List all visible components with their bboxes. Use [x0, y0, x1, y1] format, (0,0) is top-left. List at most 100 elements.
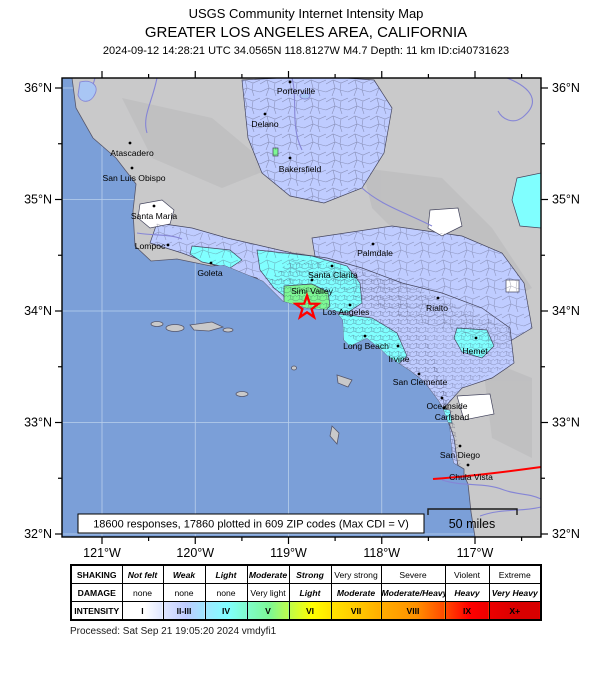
legend-damage-cell: none — [204, 583, 248, 602]
svg-text:36°N: 36°N — [24, 81, 52, 95]
svg-text:34°N: 34°N — [552, 304, 580, 318]
legend-intensity-cell: IX — [444, 601, 490, 621]
svg-text:Long Beach: Long Beach — [343, 341, 389, 351]
intensity-map: Porterville Delano Atascadero San Luis O… — [24, 71, 580, 560]
legend-damage-cell: Very light — [246, 583, 290, 602]
page-title: USGS Community Internet Intensity Map — [188, 6, 424, 21]
legend-shaking-cell: Not felt — [121, 564, 164, 584]
zip-region-inland-i — [456, 393, 495, 421]
city-marker-simi-valley: Simi Valley — [291, 278, 334, 296]
legend-damage-cell: none — [162, 583, 206, 602]
lakes — [77, 80, 311, 102]
city-marker-san-diego: San Diego — [440, 444, 480, 460]
legend-damage-cell: Moderate — [330, 583, 382, 602]
legend-damage-cell: Light — [288, 583, 332, 602]
latitude-labels-left: 36°N 35°N 34°N 33°N 32°N — [24, 81, 52, 541]
svg-text:36°N: 36°N — [552, 81, 580, 95]
region-title: GREATER LOS ANGELES AREA, CALIFORNIA — [144, 24, 468, 41]
svg-text:Lompoc: Lompoc — [135, 241, 166, 251]
svg-text:Porterville: Porterville — [277, 86, 315, 96]
svg-text:32°N: 32°N — [24, 527, 52, 541]
svg-text:118°W: 118°W — [363, 546, 400, 560]
legend-header-shaking: SHAKING — [70, 564, 123, 584]
legend-intensity-cell: VIII — [380, 601, 446, 621]
axis-ticks — [55, 71, 548, 544]
svg-text:18600 responses, 17860 plotted: 18600 responses, 17860 plotted in 609 ZI… — [93, 519, 409, 531]
river-lines — [81, 77, 542, 517]
legend-row-intensity: INTENSITY I II-III IV V VI VII VIII IX X… — [70, 601, 542, 621]
legend-shaking-cell: Violent — [444, 564, 490, 584]
legend-intensity-cell: IV — [204, 601, 248, 621]
legend-intensity-cell: II-III — [162, 601, 206, 621]
legend-intensity-cell: V — [246, 601, 290, 621]
epicenter-star — [292, 291, 322, 321]
svg-text:35°N: 35°N — [552, 193, 580, 207]
zip-region-tejon-i — [427, 207, 463, 237]
city-marker-hemet: Hemet — [462, 336, 488, 356]
legend-damage-cell: Heavy — [444, 583, 490, 602]
city-markers: Porterville Delano Atascadero San Luis O… — [102, 80, 493, 482]
svg-text:Irvine: Irvine — [388, 354, 409, 364]
mexico-border-line — [432, 466, 542, 480]
svg-text:32°N: 32°N — [552, 527, 580, 541]
svg-text:Santa Maria: Santa Maria — [131, 211, 178, 221]
svg-text:Rialto: Rialto — [426, 303, 448, 313]
svg-text:Atascadero: Atascadero — [110, 148, 154, 158]
city-marker-santa-clarita: Santa Clarita — [308, 264, 358, 280]
legend-shaking-cell: Severe — [380, 564, 446, 584]
svg-text:Los Angeles: Los Angeles — [323, 307, 370, 317]
svg-text:Santa Clarita: Santa Clarita — [308, 270, 358, 280]
svg-text:33°N: 33°N — [24, 416, 52, 430]
legend-damage-cell: Moderate/Heavy — [380, 583, 446, 602]
latitude-labels-right: 36°N 35°N 34°N 33°N 32°N — [552, 81, 580, 541]
scale-bar: 50 miles — [427, 508, 518, 531]
svg-text:117°W: 117°W — [457, 546, 494, 560]
svg-text:Chula Vista: Chula Vista — [449, 472, 493, 482]
legend-shaking-cell: Extreme — [488, 564, 542, 584]
svg-text:Simi Valley: Simi Valley — [291, 286, 334, 296]
city-marker-lompoc: Lompoc — [135, 241, 170, 251]
legend-shaking-cell: Weak — [162, 564, 206, 584]
legend-shaking-cell: Moderate — [246, 564, 290, 584]
legend-shaking-cell: Very strong — [330, 564, 382, 584]
svg-text:120°W: 120°W — [176, 546, 214, 560]
city-marker-porterville: Porterville — [277, 80, 315, 96]
legend-intensity-cell: X+ — [488, 601, 542, 621]
city-marker-oceanside: Oceanside — [426, 396, 468, 411]
svg-text:50 miles: 50 miles — [449, 517, 496, 531]
legend-intensity-cell: I — [121, 601, 164, 621]
legend-damage-cell: Very Heavy — [488, 583, 542, 602]
legend-shaking-cell: Light — [204, 564, 248, 584]
longitude-labels-bottom: 121°W 120°W 119°W 118°W 117°W — [83, 546, 493, 560]
legend-row-shaking: SHAKING Not felt Weak Light Moderate Str… — [70, 564, 542, 584]
status-box: 18600 responses, 17860 plotted in 609 ZI… — [77, 513, 425, 534]
svg-text:San Luis Obispo: San Luis Obispo — [102, 173, 165, 183]
legend-shaking-cell: Strong — [288, 564, 332, 584]
svg-text:Carlsbad: Carlsbad — [435, 412, 470, 422]
city-marker-rialto: Rialto — [426, 296, 448, 313]
intensity-legend-table: SHAKING Not felt Weak Light Moderate Str… — [70, 564, 542, 621]
svg-text:Goleta: Goleta — [197, 268, 223, 278]
svg-text:Bakersfield: Bakersfield — [279, 164, 322, 174]
svg-text:Hemet: Hemet — [462, 346, 488, 356]
processed-timestamp: Processed: Sat Sep 21 19:05:20 2024 vmdy… — [70, 626, 277, 637]
svg-text:Palmdale: Palmdale — [357, 248, 393, 258]
city-marker-palmdale: Palmdale — [357, 242, 393, 258]
city-marker-atascadero: Atascadero — [110, 141, 154, 158]
legend-row-damage: DAMAGE none none none Very light Light M… — [70, 583, 542, 602]
svg-text:34°N: 34°N — [24, 304, 52, 318]
map-frame — [61, 77, 542, 538]
city-marker-bakersfield: Bakersfield — [279, 156, 322, 174]
legend-header-intensity: INTENSITY — [70, 601, 123, 621]
city-marker-san-clemente: San Clemente — [393, 372, 447, 387]
city-marker-goleta: Goleta — [197, 261, 223, 278]
city-marker-chula-vista: Chula Vista — [449, 463, 493, 482]
city-marker-delano: Delano — [251, 112, 279, 129]
svg-text:San Diego: San Diego — [440, 450, 480, 460]
title-block: USGS Community Internet Intensity Map GR… — [0, 6, 612, 57]
svg-text:119°W: 119°W — [270, 546, 307, 560]
svg-text:33°N: 33°N — [552, 416, 580, 430]
city-marker-long-beach: Long Beach — [343, 334, 389, 351]
zip-region-santamaria-i — [137, 199, 175, 229]
